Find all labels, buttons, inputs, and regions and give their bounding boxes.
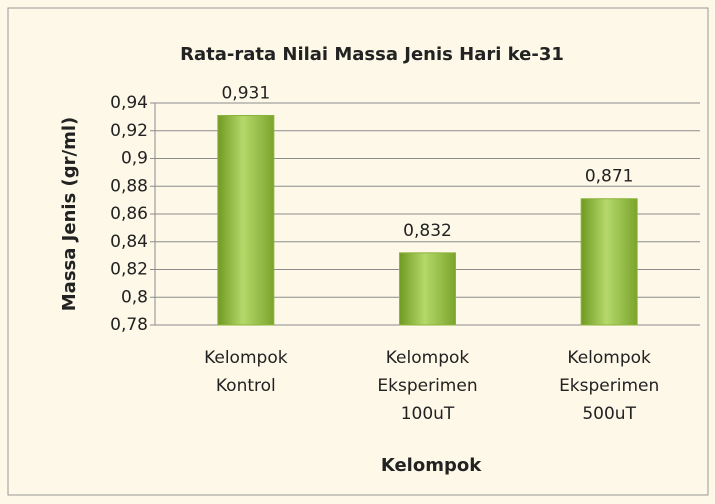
bar — [217, 114, 275, 326]
x-tick-label-line: Kelompok — [204, 348, 288, 368]
data-label: 0,832 — [403, 221, 452, 241]
chart-title: Rata-rata Nilai Massa Jenis Hari ke-31 — [180, 44, 564, 65]
bar — [399, 252, 456, 326]
y-tick-label: 0,78 — [110, 315, 148, 335]
y-tick-label: 0,8 — [121, 287, 148, 307]
x-tick-label-line: Kelompok — [386, 348, 470, 368]
x-tick-label: Kelompok Eksperimen 500uT — [559, 348, 659, 424]
x-tick-label-line: 100uT — [401, 404, 455, 424]
x-tick-label: Kelompok Eksperimen 100uT — [377, 348, 477, 424]
data-label: 0,931 — [221, 83, 270, 103]
data-label: 0,871 — [585, 167, 634, 187]
x-tick-label-line: 500uT — [582, 404, 636, 424]
y-tick-label: 0,92 — [110, 121, 148, 141]
y-tick-label: 0,82 — [110, 260, 148, 280]
y-tick-label: 0,84 — [110, 232, 148, 252]
x-axis-title: Kelompok — [381, 455, 482, 476]
y-axis-title: Massa Jenis (gr/ml) — [59, 117, 80, 311]
bar — [580, 198, 638, 326]
x-tick-label-line: Eksperimen — [377, 376, 477, 396]
x-tick-label-line: Kelompok — [567, 348, 651, 368]
y-tick-label: 0,88 — [110, 176, 148, 196]
y-tick-label: 0,94 — [110, 93, 148, 113]
x-tick-label: Kelompok Kontrol — [204, 348, 288, 396]
chart-border — [7, 7, 709, 496]
y-tick-label: 0,86 — [110, 204, 148, 224]
x-tick-label-line: Eksperimen — [559, 376, 659, 396]
y-tick-label: 0,9 — [121, 149, 148, 169]
x-tick-label-line: Kontrol — [216, 376, 276, 396]
